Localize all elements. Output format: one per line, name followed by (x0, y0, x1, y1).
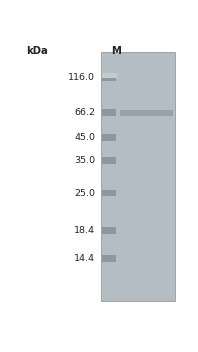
Text: kDa: kDa (26, 46, 48, 56)
Bar (120, 110, 173, 116)
Text: 25.0: 25.0 (74, 189, 95, 198)
Bar (102, 74, 116, 81)
Text: 35.0: 35.0 (74, 156, 95, 165)
Bar (102, 255, 116, 262)
Bar (102, 74, 117, 78)
Text: 14.4: 14.4 (74, 254, 95, 263)
Text: 45.0: 45.0 (74, 133, 95, 142)
Bar (102, 227, 116, 234)
Text: M: M (111, 46, 121, 56)
Text: 66.2: 66.2 (74, 108, 95, 117)
Text: 116.0: 116.0 (68, 73, 95, 82)
Bar (102, 109, 116, 116)
Bar (102, 52, 175, 301)
Bar (102, 190, 116, 196)
Bar (102, 157, 116, 164)
Bar (102, 134, 116, 141)
Text: 18.4: 18.4 (74, 226, 95, 235)
